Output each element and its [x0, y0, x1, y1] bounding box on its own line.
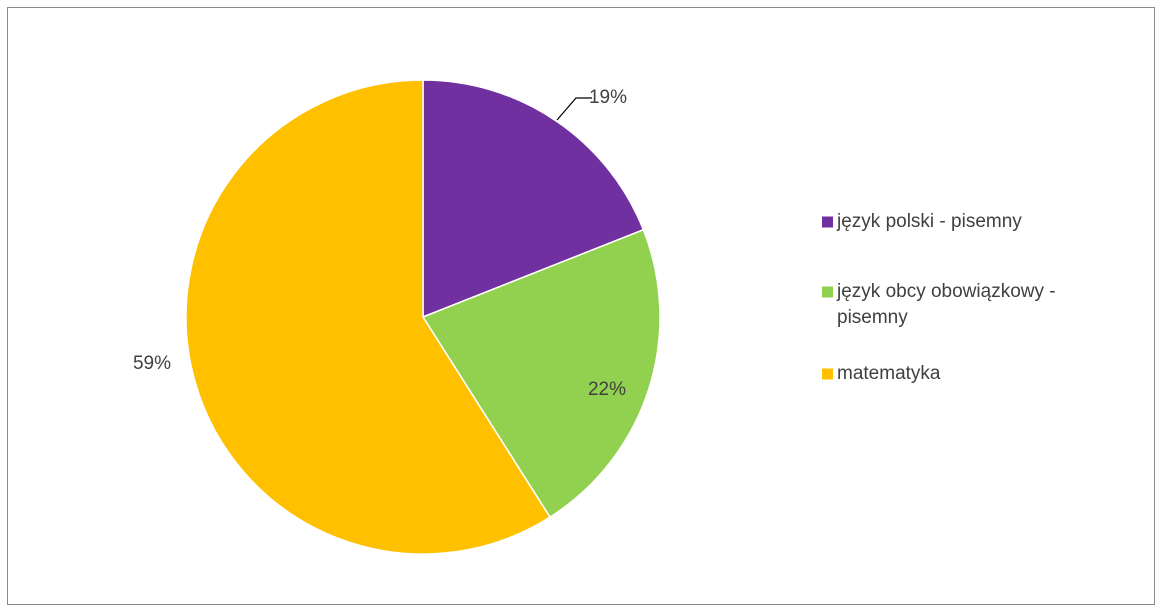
pie-slice-1 — [422, 79, 645, 319]
pie-slices — [185, 79, 661, 555]
legend-label-3: matematyka — [837, 363, 941, 384]
legend: język polski - pisemny język obcy obowiąz… — [822, 211, 1056, 384]
legend-label-2-line-1: język obcy obowiązkowy - — [836, 281, 1056, 302]
leader-line-1 — [556, 97, 592, 121]
data-label-1: 19% — [589, 87, 627, 108]
legend-label-1: język polski - pisemny — [836, 211, 1022, 232]
legend-swatch-3 — [822, 368, 833, 380]
data-label-2: 22% — [588, 379, 626, 400]
pie-slice-3 — [185, 79, 552, 555]
leader-lines — [556, 97, 592, 121]
data-label-3: 59% — [133, 353, 171, 374]
legend-swatch-2 — [822, 286, 833, 298]
data-labels: 19% 22% 59% — [133, 87, 627, 400]
pie-slice-2 — [421, 228, 661, 519]
legend-label-2-line-2: pisemny — [837, 307, 908, 328]
legend-swatch-1 — [822, 216, 833, 228]
